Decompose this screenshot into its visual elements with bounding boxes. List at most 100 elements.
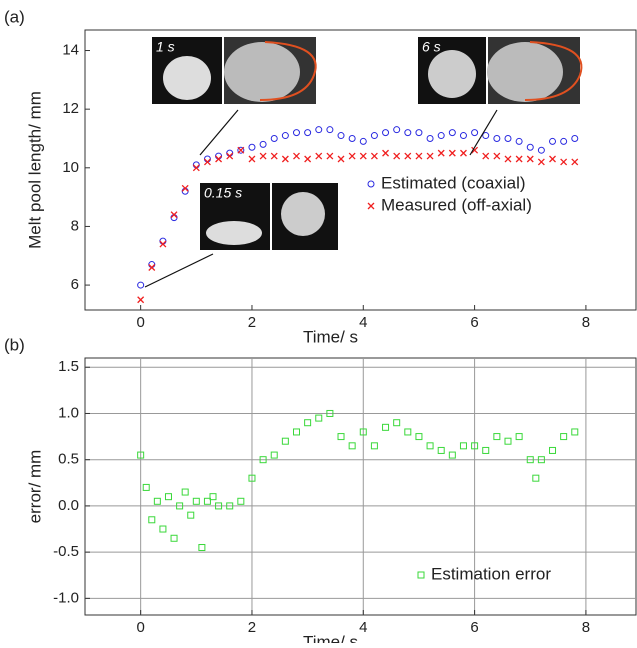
point — [493, 134, 501, 142]
point — [192, 164, 200, 172]
point — [448, 451, 456, 459]
point — [348, 442, 356, 450]
point — [326, 152, 334, 160]
point — [526, 143, 534, 151]
y-tick-label: 0.5 — [58, 451, 79, 468]
x-tick-label: 8 — [582, 619, 590, 636]
x-tick-label: 6 — [470, 619, 478, 636]
point — [417, 571, 425, 579]
x-tick-label: 4 — [359, 619, 367, 636]
point — [226, 152, 234, 160]
point — [137, 296, 145, 304]
point — [259, 152, 267, 160]
point — [537, 146, 545, 154]
point — [359, 428, 367, 436]
point — [326, 409, 334, 417]
point — [181, 184, 189, 192]
point — [382, 149, 390, 157]
arrow — [469, 109, 498, 156]
point — [209, 493, 217, 501]
point — [226, 502, 234, 510]
point — [571, 134, 579, 142]
point — [526, 155, 534, 163]
point — [404, 152, 412, 160]
x-tick-label: 2 — [248, 314, 256, 331]
point — [367, 202, 375, 210]
inset-image — [428, 50, 476, 98]
point — [537, 456, 545, 464]
point — [437, 446, 445, 454]
point — [237, 497, 245, 505]
legend-label: Estimated (coaxial) — [381, 173, 526, 192]
point — [203, 158, 211, 166]
point — [304, 155, 312, 163]
point — [337, 155, 345, 163]
point — [270, 451, 278, 459]
point — [153, 497, 161, 505]
point — [504, 437, 512, 445]
point — [482, 446, 490, 454]
point — [248, 143, 256, 151]
point — [315, 152, 323, 160]
point — [504, 134, 512, 142]
x-axis-label: Time/ s — [303, 632, 358, 643]
point — [482, 132, 490, 140]
point — [370, 152, 378, 160]
point — [549, 446, 557, 454]
annotation: 0.15 s — [204, 185, 242, 201]
point — [292, 428, 300, 436]
point — [415, 152, 423, 160]
legend-label: Measured (off-axial) — [381, 195, 532, 214]
y-tick-label: 6 — [71, 276, 79, 293]
point — [159, 240, 167, 248]
point — [337, 132, 345, 140]
plot-frame — [84, 29, 637, 311]
point — [426, 152, 434, 160]
point — [159, 525, 167, 533]
x-tick-label: 2 — [248, 619, 256, 636]
point — [560, 137, 568, 145]
point — [560, 158, 568, 166]
point — [248, 155, 256, 163]
point — [270, 134, 278, 142]
point — [532, 474, 540, 482]
inset-image — [206, 221, 262, 245]
plot-frame — [84, 357, 637, 616]
y-tick-label: 0.0 — [58, 497, 79, 514]
panel-label: (a) — [4, 7, 25, 26]
point — [326, 126, 334, 134]
point — [571, 158, 579, 166]
point — [471, 442, 479, 450]
x-tick-label: 6 — [470, 314, 478, 331]
point — [493, 152, 501, 160]
point — [203, 497, 211, 505]
point — [348, 134, 356, 142]
y-tick-label: -1.0 — [53, 589, 79, 606]
point — [515, 155, 523, 163]
point — [393, 419, 401, 427]
point — [459, 132, 467, 140]
y-tick-label: 10 — [62, 159, 79, 176]
point — [315, 126, 323, 134]
point — [270, 152, 278, 160]
y-tick-label: -0.5 — [53, 543, 79, 560]
point — [393, 126, 401, 134]
point — [198, 544, 206, 552]
y-tick-label: 14 — [62, 41, 79, 58]
inset-image — [281, 192, 325, 236]
x-tick-label: 8 — [582, 314, 590, 331]
point — [382, 129, 390, 137]
arrow — [199, 109, 239, 156]
x-tick-label: 4 — [359, 314, 367, 331]
x-tick-label: 0 — [136, 619, 144, 636]
point — [448, 129, 456, 137]
point — [192, 497, 200, 505]
point — [459, 442, 467, 450]
point — [415, 129, 423, 137]
point — [367, 180, 375, 188]
point — [370, 442, 378, 450]
point — [148, 264, 156, 271]
point — [571, 428, 579, 436]
arrow — [144, 253, 214, 288]
